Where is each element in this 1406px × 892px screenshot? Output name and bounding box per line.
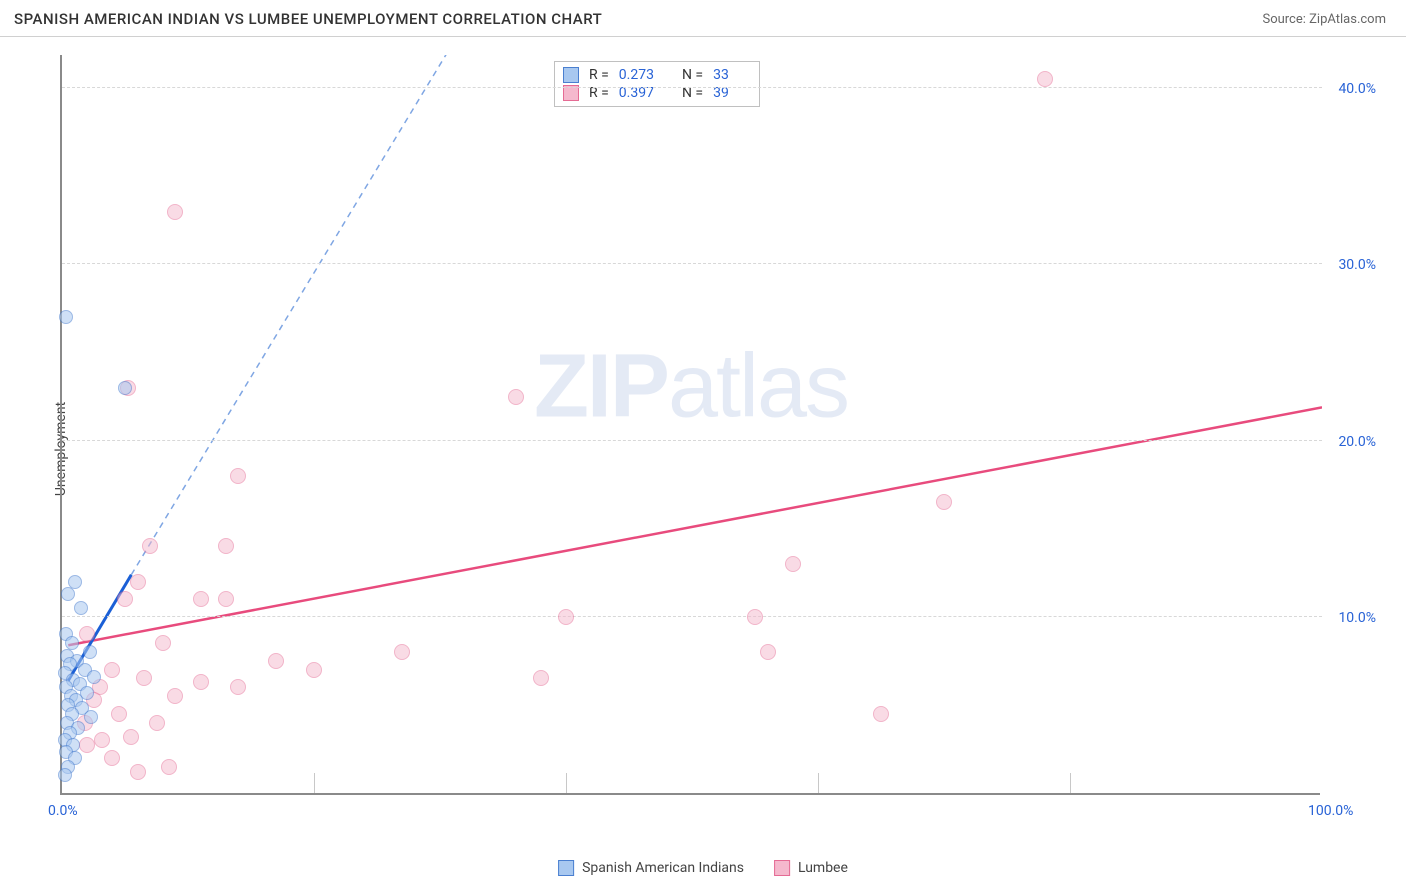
data-point-pink	[394, 644, 410, 660]
gridline-v	[566, 773, 567, 793]
data-point-pink	[136, 670, 152, 686]
series-legend: Spanish American Indians Lumbee	[558, 860, 848, 876]
y-tick-label: 20.0%	[1326, 434, 1376, 450]
legend-item-pink: Lumbee	[774, 860, 848, 876]
swatch-blue-icon	[558, 860, 574, 876]
data-point-blue	[61, 587, 75, 601]
data-point-pink	[111, 706, 127, 722]
data-point-pink	[104, 662, 120, 678]
data-point-pink	[218, 538, 234, 554]
data-point-pink	[149, 715, 165, 731]
data-point-pink	[230, 468, 246, 484]
legend-label-blue: Spanish American Indians	[582, 860, 744, 876]
watermark: ZIPatlas	[534, 336, 848, 439]
data-point-pink	[508, 389, 524, 405]
scatter-plot: ZIPatlas R = 0.273 N = 33 R = 0.397 N = …	[60, 55, 1320, 795]
data-point-pink	[130, 574, 146, 590]
data-point-pink	[268, 653, 284, 669]
legend-item-blue: Spanish American Indians	[558, 860, 744, 876]
data-point-pink	[193, 674, 209, 690]
data-point-pink	[167, 688, 183, 704]
chart-title: SPANISH AMERICAN INDIAN VS LUMBEE UNEMPL…	[14, 10, 602, 28]
data-point-pink	[306, 662, 322, 678]
gridline-h	[62, 440, 1322, 441]
data-point-pink	[161, 759, 177, 775]
data-point-pink	[123, 729, 139, 745]
data-point-blue	[118, 381, 132, 395]
legend-row-blue: R = 0.273 N = 33	[563, 66, 747, 84]
y-tick-label: 10.0%	[1326, 610, 1376, 626]
data-point-pink	[79, 626, 95, 642]
data-point-pink	[167, 204, 183, 220]
data-point-pink	[94, 732, 110, 748]
data-point-pink	[142, 538, 158, 554]
data-point-pink	[873, 706, 889, 722]
data-point-blue	[59, 310, 73, 324]
y-tick-label: 30.0%	[1326, 257, 1376, 273]
data-point-blue	[58, 768, 72, 782]
x-tick-label: 0.0%	[48, 803, 78, 819]
correlation-legend: R = 0.273 N = 33 R = 0.397 N = 39	[554, 61, 760, 107]
chart-header: SPANISH AMERICAN INDIAN VS LUMBEE UNEMPL…	[0, 0, 1406, 37]
data-point-pink	[218, 591, 234, 607]
data-point-blue	[74, 601, 88, 615]
data-point-pink	[747, 609, 763, 625]
gridline-h	[62, 263, 1322, 264]
data-point-pink	[79, 737, 95, 753]
data-point-pink	[230, 679, 246, 695]
data-point-pink	[936, 494, 952, 510]
gridline-v	[818, 773, 819, 793]
data-point-blue	[87, 670, 101, 684]
swatch-pink-icon	[774, 860, 790, 876]
swatch-blue	[563, 67, 579, 83]
data-point-pink	[155, 635, 171, 651]
data-point-pink	[193, 591, 209, 607]
chart-source: Source: ZipAtlas.com	[1262, 12, 1386, 27]
data-point-pink	[117, 591, 133, 607]
gridline-h	[62, 87, 1322, 88]
y-tick-label: 40.0%	[1326, 81, 1376, 97]
gridline-v	[314, 773, 315, 793]
data-point-blue	[84, 710, 98, 724]
legend-label-pink: Lumbee	[798, 860, 848, 876]
gridline-v	[1070, 773, 1071, 793]
data-point-pink	[785, 556, 801, 572]
data-point-pink	[760, 644, 776, 660]
data-point-pink	[533, 670, 549, 686]
data-point-pink	[130, 764, 146, 780]
chart-area: Unemployment ZIPatlas R = 0.273 N = 33 R…	[60, 55, 1378, 843]
x-tick-label: 100.0%	[1308, 803, 1353, 819]
data-point-pink	[1037, 71, 1053, 87]
data-point-pink	[104, 750, 120, 766]
trend-lines	[62, 55, 1322, 795]
gridline-h	[62, 616, 1322, 617]
data-point-blue	[83, 645, 97, 659]
data-point-pink	[558, 609, 574, 625]
